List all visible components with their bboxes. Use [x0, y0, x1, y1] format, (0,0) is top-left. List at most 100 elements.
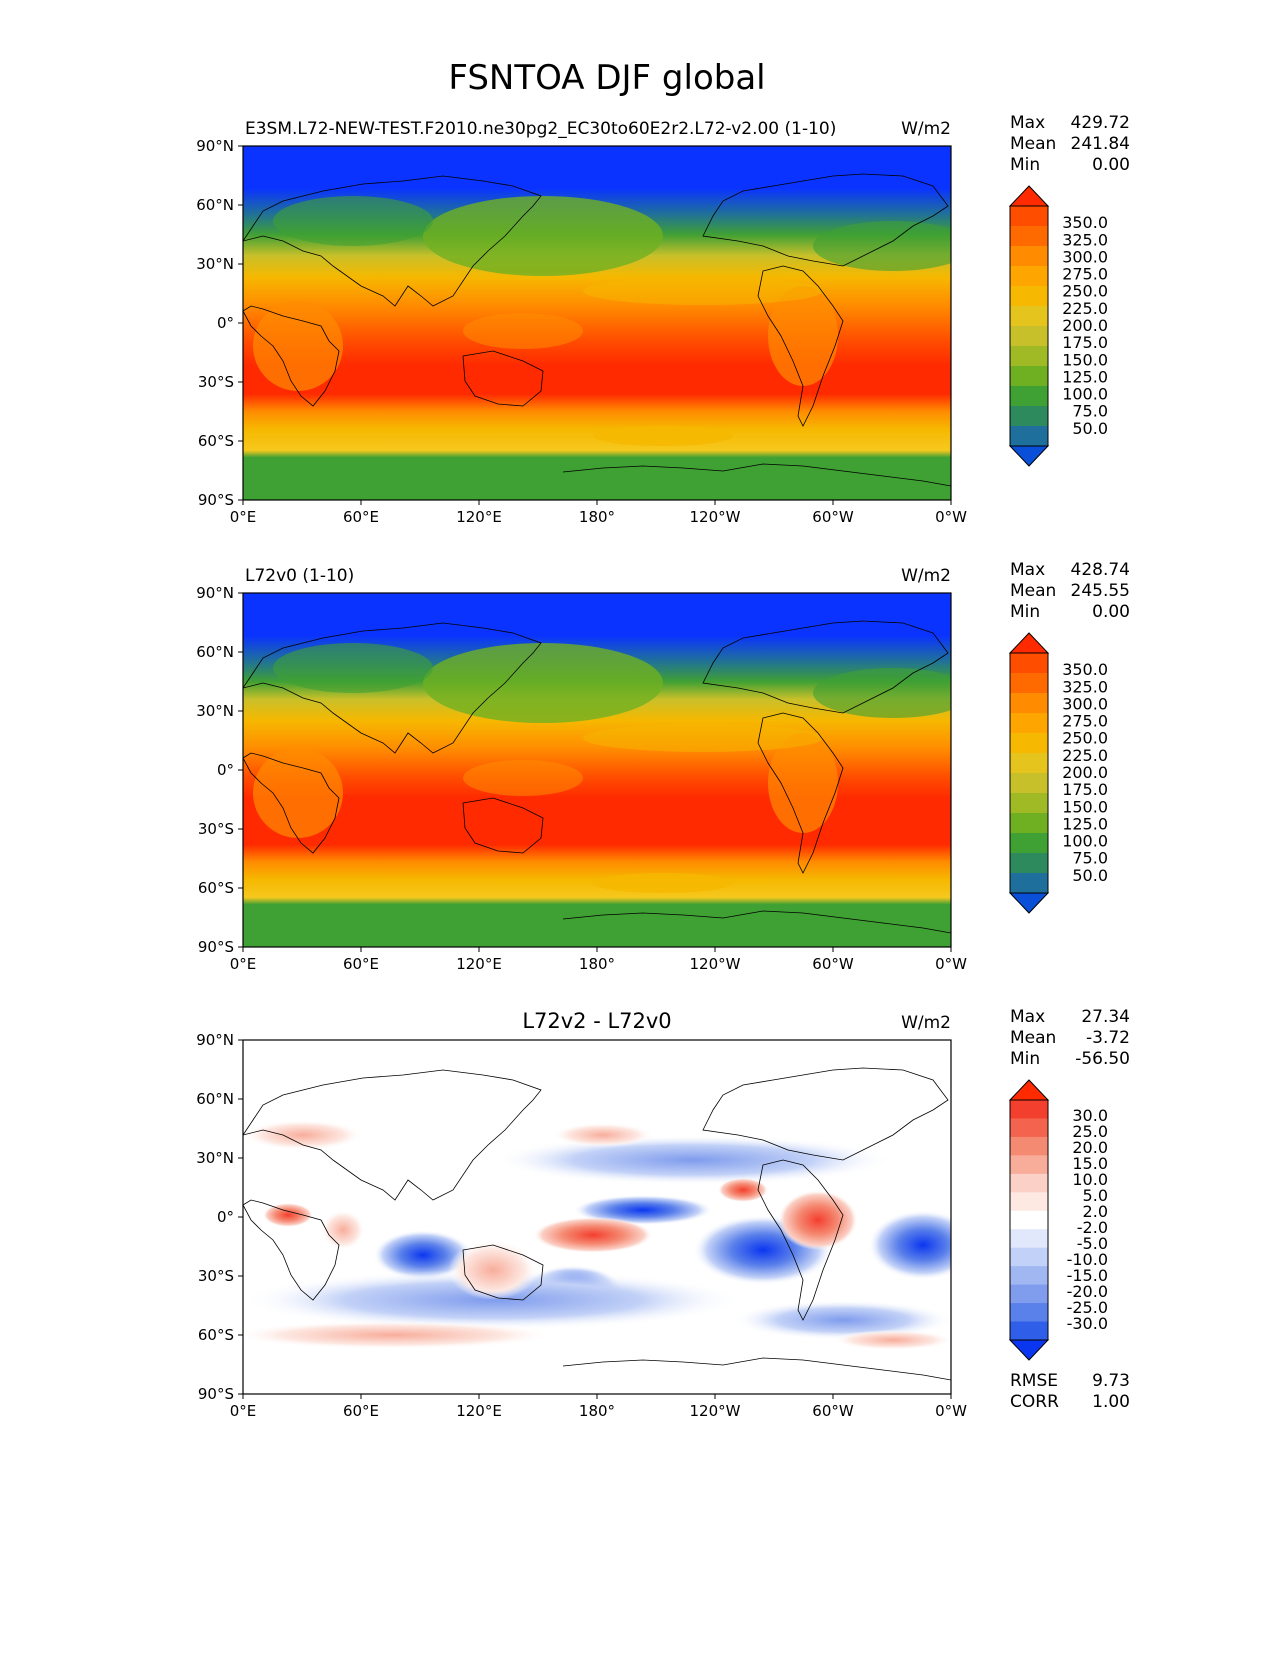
- lon-tick-label: 60°E: [343, 1402, 379, 1420]
- colorbar-tick-label: 175.0: [1062, 780, 1108, 799]
- colorbar-tick-label: 30.0: [1072, 1106, 1108, 1125]
- field-feature-8: [593, 873, 733, 893]
- lat-tick-label: 30°N: [196, 255, 234, 273]
- stat-label: Mean: [1010, 581, 1056, 601]
- anomaly-blob-17: [553, 1123, 653, 1147]
- field-feature-5: [768, 733, 838, 833]
- colorbar-extend-bottom: [1008, 1339, 1050, 1361]
- field-feature-2: [273, 643, 433, 693]
- colorbar-tick-label: 350.0: [1062, 660, 1108, 679]
- colorbar-frame: [1009, 205, 1049, 447]
- anomaly-blob-6: [493, 1135, 893, 1185]
- lon-tick-label: 120°W: [690, 508, 741, 526]
- colorbar-tick-label: 325.0: [1062, 230, 1108, 249]
- stat-value: 428.74: [1071, 560, 1130, 580]
- field-feature-2: [273, 196, 433, 246]
- stat-label: Mean: [1010, 134, 1056, 154]
- colorbar-extend-bottom: [1008, 445, 1050, 467]
- colorbar-tick-label: 25.0: [1072, 1122, 1108, 1141]
- colorbar-tick-label: 2.0: [1083, 1202, 1108, 1221]
- panel-title-center: L72v2 - L72v0: [522, 1009, 671, 1033]
- colorbar-tick-label: 125.0: [1062, 367, 1108, 386]
- colorbar-segment: [1010, 1136, 1048, 1156]
- colorbar-segment: [1010, 406, 1048, 427]
- lat-tick-label: 90°N: [196, 584, 234, 602]
- stat-label: Min: [1010, 155, 1040, 175]
- colorbar-tick-label: -10.0: [1067, 1250, 1108, 1269]
- colorbar-segment: [1010, 206, 1048, 227]
- colorbar-tick-label: 325.0: [1062, 677, 1108, 696]
- colorbar-tick-label: 125.0: [1062, 814, 1108, 833]
- colorbar-tick-label: 100.0: [1062, 832, 1108, 851]
- lat-tick-label: 30°N: [196, 1149, 234, 1167]
- colorbar-segment: [1010, 813, 1048, 834]
- colorbar-extend-bottom: [1008, 892, 1050, 914]
- field-feature-1: [423, 196, 663, 276]
- figure-title: FSNTOA DJF global: [448, 58, 765, 98]
- field-feature-7: [583, 277, 823, 305]
- colorbar-tick-label: 5.0: [1083, 1186, 1108, 1205]
- anomaly-blob-2: [868, 1210, 951, 1280]
- colorbar-tick-label: 225.0: [1062, 746, 1108, 765]
- stat-value: -56.50: [1075, 1049, 1130, 1069]
- field-feature-7: [583, 724, 823, 752]
- colorbar-segment: [1010, 713, 1048, 734]
- anomaly-blob-14: [448, 1240, 538, 1300]
- colorbar-tick-label: 75.0: [1072, 402, 1108, 421]
- stat-label: Max: [1010, 113, 1045, 133]
- lat-tick-label: 30°S: [198, 373, 234, 391]
- lon-tick-label: 120°W: [690, 1402, 741, 1420]
- lat-tick-label: 90°S: [198, 1385, 234, 1403]
- anomaly-blob-13: [321, 1210, 365, 1250]
- colorbar-tick-label: 20.0: [1072, 1138, 1108, 1157]
- panel-units: W/m2: [901, 566, 951, 586]
- stat-label: Min: [1010, 602, 1040, 622]
- field-feature-1: [423, 643, 663, 723]
- colorbar-segment: [1010, 366, 1048, 387]
- colorbar-segment: [1010, 1192, 1048, 1212]
- colorbar-tick-label: 275.0: [1062, 265, 1108, 284]
- stat-value: 0.00: [1092, 155, 1130, 175]
- colorbar-segment: [1010, 833, 1048, 854]
- lon-tick-label: 0°W: [935, 955, 967, 973]
- lon-tick-label: 180°: [579, 508, 615, 526]
- colorbar-segment: [1010, 326, 1048, 347]
- colorbar-segment: [1010, 1321, 1048, 1341]
- colorbar-tick-label: -2.0: [1077, 1218, 1108, 1237]
- field-feature-6: [463, 760, 583, 796]
- anomaly-blob-11: [718, 1178, 768, 1202]
- stat-label: Mean: [1010, 1028, 1056, 1048]
- panel-title-left: L72v0 (1-10): [245, 566, 354, 586]
- colorbar-tick-label: -20.0: [1067, 1282, 1108, 1301]
- panel-units: W/m2: [901, 119, 951, 139]
- colorbar-tick-label: 250.0: [1062, 729, 1108, 748]
- lat-tick-label: 90°N: [196, 137, 234, 155]
- stat-value: -3.72: [1086, 1028, 1130, 1048]
- colorbar-tick-label: 150.0: [1062, 797, 1108, 816]
- field-layer: [243, 1040, 951, 1394]
- field-feature-4: [253, 748, 343, 838]
- colorbar-tick-label: -5.0: [1077, 1234, 1108, 1253]
- field-feature-3: [813, 221, 951, 271]
- colorbar-segment: [1010, 773, 1048, 794]
- colorbar-tick-label: 300.0: [1062, 247, 1108, 266]
- stat-value: 0.00: [1092, 602, 1130, 622]
- lon-tick-label: 60°W: [812, 955, 854, 973]
- colorbar-extend-top: [1008, 1079, 1050, 1101]
- colorbar-tick-label: 200.0: [1062, 763, 1108, 782]
- stat-label: Min: [1010, 1049, 1040, 1069]
- anomaly-blob-3: [373, 1230, 473, 1280]
- lat-tick-label: 60°S: [198, 1326, 234, 1344]
- colorbar-segment: [1010, 346, 1048, 367]
- colorbar-segment: [1010, 1229, 1048, 1249]
- field-feature-3: [813, 668, 951, 718]
- colorbar-tick-label: 100.0: [1062, 385, 1108, 404]
- lon-tick-label: 60°W: [812, 508, 854, 526]
- colorbar-segment: [1010, 1210, 1048, 1230]
- anomaly-blob-9: [533, 1217, 653, 1253]
- lon-tick-label: 60°E: [343, 508, 379, 526]
- colorbar-tick-label: 300.0: [1062, 694, 1108, 713]
- lat-tick-label: 0°: [217, 1208, 234, 1226]
- colorbar: 350.0325.0300.0275.0250.0225.0200.0175.0…: [1008, 632, 1108, 914]
- lon-tick-label: 0°E: [230, 508, 257, 526]
